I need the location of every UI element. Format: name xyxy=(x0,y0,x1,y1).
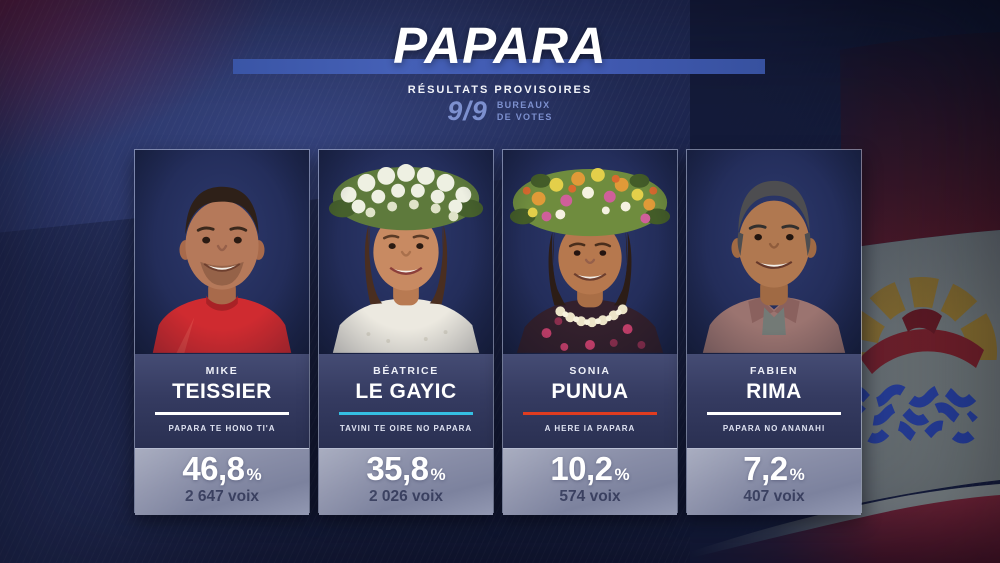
candidate-photo xyxy=(135,150,309,354)
percent-symbol: % xyxy=(246,465,262,484)
candidate-party: PAPARA NO ANANAHI xyxy=(722,424,826,433)
candidate-votes: 407 voix xyxy=(743,487,805,505)
candidate-accent-rule xyxy=(339,412,473,415)
candidate-result: 46,8% 2 647 voix xyxy=(135,448,309,515)
candidate-info: MIKE TEISSIER PAPARA TE HONO TI'A xyxy=(135,354,309,448)
candidate-card-punua: SONIA PUNUA A HERE IA PAPARA 10,2% 574 v… xyxy=(502,149,678,515)
candidate-last-name: TEISSIER xyxy=(172,380,272,403)
candidate-result: 10,2% 574 voix xyxy=(503,448,677,515)
candidate-portrait-illustration xyxy=(152,186,292,353)
results-subtitle: RÉSULTATS PROVISOIRES xyxy=(407,84,593,96)
candidate-last-name: LE GAYIC xyxy=(355,380,457,403)
candidate-percent: 35,8% xyxy=(366,450,446,487)
candidate-first-name: BÉATRICE xyxy=(373,365,439,377)
candidate-accent-rule xyxy=(523,412,657,415)
candidate-first-name: MIKE xyxy=(205,365,239,377)
candidate-party: TAVINI TE OIRE NO PAPARA xyxy=(339,424,473,433)
candidate-info: SONIA PUNUA A HERE IA PAPARA xyxy=(503,354,677,448)
candidate-first-name: FABIEN xyxy=(749,365,799,377)
candidate-accent-rule xyxy=(707,412,841,415)
photo-vignette xyxy=(687,150,861,354)
candidate-accent-rule xyxy=(155,412,289,415)
candidate-percent: 10,2% xyxy=(550,450,630,487)
title-band xyxy=(233,59,765,74)
photo-vignette xyxy=(319,150,493,354)
candidate-percent: 7,2% xyxy=(743,450,805,487)
candidate-info: BÉATRICE LE GAYIC TAVINI TE OIRE NO PAPA… xyxy=(319,354,493,448)
candidate-last-name: RIMA xyxy=(746,380,802,403)
percent-symbol: % xyxy=(789,465,805,484)
photo-vignette xyxy=(135,150,309,354)
polling-stations-count: 9/9 xyxy=(447,96,488,126)
candidate-result: 35,8% 2 026 voix xyxy=(319,448,493,515)
candidate-percent: 46,8% xyxy=(182,450,262,487)
percent-symbol: % xyxy=(430,465,446,484)
candidate-party: PAPARA TE HONO TI'A xyxy=(168,424,276,433)
page-title: PAPARA xyxy=(393,17,607,74)
candidate-photo xyxy=(687,150,861,354)
candidate-last-name: PUNUA xyxy=(551,380,629,403)
candidate-card-teissier: MIKE TEISSIER PAPARA TE HONO TI'A 46,8% … xyxy=(134,149,310,515)
polling-stations-counter: 9/9 BUREAUX DE VOTES xyxy=(0,96,1000,127)
candidate-votes: 574 voix xyxy=(559,487,621,505)
candidate-card-le-gayic: BÉATRICE LE GAYIC TAVINI TE OIRE NO PAPA… xyxy=(318,149,494,515)
candidate-party: A HERE IA PAPARA xyxy=(544,424,636,433)
candidate-cards: MIKE TEISSIER PAPARA TE HONO TI'A 46,8% … xyxy=(134,149,862,515)
candidate-votes: 2 026 voix xyxy=(368,487,444,505)
polling-stations-label: BUREAUX DE VOTES xyxy=(496,99,553,122)
candidate-photo xyxy=(319,150,493,354)
candidate-portrait-illustration xyxy=(702,180,846,353)
photo-vignette xyxy=(503,150,677,354)
percent-symbol: % xyxy=(614,465,630,484)
candidate-first-name: SONIA xyxy=(569,365,611,377)
candidate-votes: 2 647 voix xyxy=(184,487,260,505)
candidate-card-rima: FABIEN RIMA PAPARA NO ANANAHI 7,2% 407 v… xyxy=(686,149,862,515)
candidate-info: FABIEN RIMA PAPARA NO ANANAHI xyxy=(687,354,861,448)
candidate-portrait-illustration xyxy=(509,167,671,353)
candidate-portrait-illustration xyxy=(328,164,484,353)
candidate-photo xyxy=(503,150,677,354)
candidate-result: 7,2% 407 voix xyxy=(687,448,861,515)
